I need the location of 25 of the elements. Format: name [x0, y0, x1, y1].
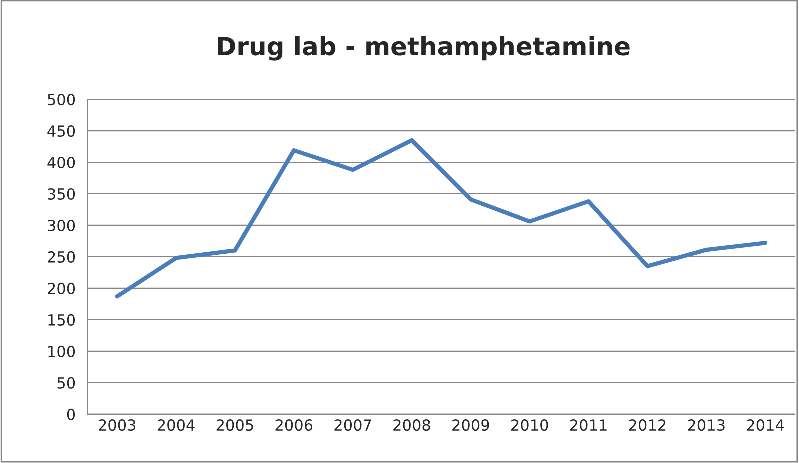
- y-tick-label: 300: [48, 220, 76, 232]
- y-tick-label: 50: [58, 377, 76, 389]
- y-tick-label: 150: [48, 314, 76, 326]
- x-tick-label: 2006: [276, 420, 313, 432]
- y-tick-label: 450: [48, 125, 76, 138]
- x-tick-label: 2003: [99, 420, 136, 432]
- x-tick-label: 2007: [334, 420, 372, 432]
- y-tick-label: 400: [48, 156, 76, 169]
- chart-title: Drug lab - methamphetamine: [218, 36, 630, 61]
- line-series: [115, 138, 768, 299]
- x-tick-label: 2008: [394, 420, 430, 432]
- y-tick-label: 200: [48, 282, 76, 294]
- x-tick-label: 2005: [216, 420, 254, 432]
- y-tick-label: 0: [67, 408, 76, 420]
- x-tick-label: 2011: [570, 420, 607, 432]
- x-tick-label: 2009: [452, 420, 490, 432]
- x-tick-label: 2014: [747, 420, 784, 432]
- x-tick-label: 2010: [512, 420, 548, 432]
- x-tick-label: 2013: [688, 420, 725, 432]
- x-tick-label: 2004: [158, 420, 195, 432]
- y-tick-label: 350: [48, 188, 76, 200]
- y-tick-label: 500: [48, 94, 76, 106]
- y-tick-label: 100: [48, 346, 76, 358]
- y-tick-label: 250: [48, 251, 76, 263]
- x-tick-label: 2012: [629, 420, 666, 432]
